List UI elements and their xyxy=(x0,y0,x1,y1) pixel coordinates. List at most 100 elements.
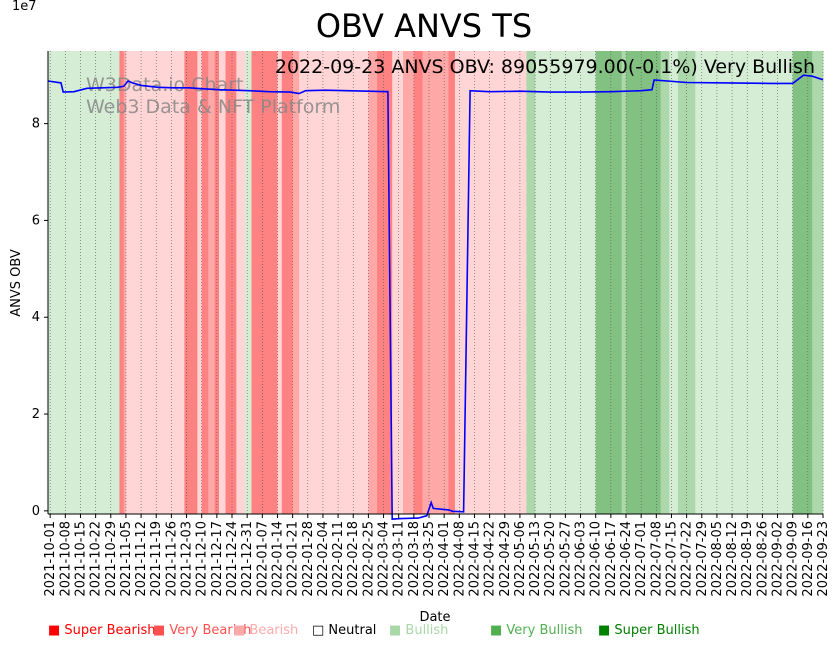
x-tick-label: 2021-10-01 xyxy=(43,521,58,597)
legend-item: ■ Very Bearish xyxy=(153,623,251,638)
regime-band xyxy=(448,51,456,514)
x-tick-label: 2022-01-07 xyxy=(255,521,270,597)
regime-band xyxy=(119,51,125,514)
regime-band xyxy=(403,51,415,514)
obv-line xyxy=(47,74,824,520)
obv-series xyxy=(47,74,824,520)
regime-band xyxy=(251,51,278,514)
x-tick-label: 2022-08-19 xyxy=(740,521,755,597)
x-tick-label: 2022-02-04 xyxy=(316,521,331,597)
watermark: W3Data.io Chart Web3 Data & NFT Platform xyxy=(86,74,340,118)
legend-item: □ Neutral xyxy=(312,623,376,638)
x-tick-label: 2022-04-22 xyxy=(483,521,498,597)
x-tick-label: 2022-07-29 xyxy=(695,521,710,597)
regime-band xyxy=(48,51,120,514)
x-tick-label: 2022-09-02 xyxy=(771,521,786,597)
regime-band xyxy=(413,51,423,514)
regime-band xyxy=(184,51,198,514)
grid-lines xyxy=(49,51,824,514)
regime-band xyxy=(595,51,623,514)
x-tick-label: 2022-04-29 xyxy=(498,521,513,597)
regime-band xyxy=(123,51,127,514)
x-tick-label: 2021-12-10 xyxy=(195,521,210,597)
x-tick-label: 2022-01-14 xyxy=(270,521,285,597)
x-tick-label: 2022-04-15 xyxy=(467,521,482,597)
x-tick-label: 2022-05-06 xyxy=(513,521,528,597)
legend-item: ■ Bearish xyxy=(233,623,298,638)
x-tick-label: 2022-06-03 xyxy=(574,521,589,597)
watermark-line-1: W3Data.io Chart xyxy=(86,74,243,96)
x-tick-label: 2021-11-26 xyxy=(164,521,179,597)
watermark-line-2: Web3 Data & NFT Platform xyxy=(86,96,340,118)
x-tick-label: 2022-04-01 xyxy=(437,521,452,597)
x-tick-label: 2022-08-05 xyxy=(710,521,725,597)
x-tick-label: 2022-07-15 xyxy=(664,521,679,597)
regime-band xyxy=(454,51,527,514)
y-axis-label: ANVS OBV xyxy=(9,249,24,317)
legend: ■ Super Bearish■ Very Bearish■ Bearish □ … xyxy=(48,623,700,638)
x-tick-label: 2021-10-22 xyxy=(89,521,104,597)
y-tick-label: 4 xyxy=(32,310,40,325)
x-tick-label: 2022-05-13 xyxy=(528,521,543,597)
y-tick-label: 6 xyxy=(32,213,40,228)
y-scale-label: 1e7 xyxy=(12,0,37,14)
regime-band xyxy=(277,51,283,514)
x-tick-label: 2021-11-12 xyxy=(134,521,149,597)
regime-band xyxy=(208,51,216,514)
x-tick-label: 2022-03-11 xyxy=(392,521,407,597)
regime-band xyxy=(281,51,294,514)
x-tick-label: 2021-10-15 xyxy=(73,521,88,597)
x-tick-label: 2021-12-03 xyxy=(180,521,195,597)
x-tick-label: 2022-03-04 xyxy=(377,521,392,597)
regime-band xyxy=(292,51,300,514)
legend-item: ■ Bullish xyxy=(389,623,448,638)
latest-value-annotation: 2022-09-23 ANVS OBV: 89055979.00(-0.1%) … xyxy=(275,56,815,78)
regime-band xyxy=(669,51,679,514)
x-tick-label: 2022-01-21 xyxy=(286,521,301,597)
x-tick-label: 2021-10-08 xyxy=(58,521,73,597)
regime-band xyxy=(422,51,434,514)
x-tick-label: 2021-11-19 xyxy=(149,521,164,597)
regime-band xyxy=(812,51,824,514)
x-tick-label: 2022-04-08 xyxy=(452,521,467,597)
regime-band xyxy=(392,51,404,514)
regime-band xyxy=(125,51,185,514)
x-tick-label: 2022-05-27 xyxy=(558,521,573,597)
regime-band xyxy=(299,51,369,514)
y-tick-label: 8 xyxy=(32,117,40,132)
regime-band xyxy=(236,51,246,514)
x-tick-label: 2022-07-22 xyxy=(680,521,695,597)
x-tick-label: 2022-05-20 xyxy=(543,521,558,597)
x-tick-label: 2022-09-09 xyxy=(786,521,801,597)
y-tick-label: 2 xyxy=(32,407,40,422)
regime-band xyxy=(792,51,813,514)
legend-item: ■ Very Bullish xyxy=(490,623,582,638)
x-tick-label: 2022-06-17 xyxy=(604,521,619,597)
regime-band xyxy=(197,51,203,514)
x-tick-label: 2022-02-11 xyxy=(331,521,346,597)
x-tick-label: 2022-08-12 xyxy=(725,521,740,597)
legend-item: ■ Super Bearish xyxy=(48,623,156,638)
regime-band xyxy=(621,51,627,514)
x-tick-label: 2022-06-10 xyxy=(589,521,604,597)
x-tick-label: 2021-12-31 xyxy=(240,521,255,597)
x-tick-label: 2022-03-25 xyxy=(422,521,437,597)
x-tick-label: 2021-12-24 xyxy=(225,521,240,597)
x-tick-label: 2022-09-23 xyxy=(816,521,831,597)
regime-band xyxy=(626,51,662,514)
x-tick-label: 2022-02-18 xyxy=(346,521,361,597)
x-tick-label: 2022-01-28 xyxy=(301,521,316,597)
x-tick-label: 2022-07-01 xyxy=(634,521,649,597)
x-tick-label: 2021-10-29 xyxy=(104,521,119,597)
x-tick-label: 2021-12-17 xyxy=(210,521,225,597)
regime-band xyxy=(526,51,536,514)
x-axis-label: Date xyxy=(419,610,450,625)
chart-title: OBV ANVS TS xyxy=(316,7,532,45)
regime-bands xyxy=(48,51,824,514)
regime-band xyxy=(433,51,449,514)
regime-band xyxy=(368,51,378,514)
regime-band xyxy=(201,51,209,514)
x-tick-label: 2022-02-25 xyxy=(361,521,376,597)
